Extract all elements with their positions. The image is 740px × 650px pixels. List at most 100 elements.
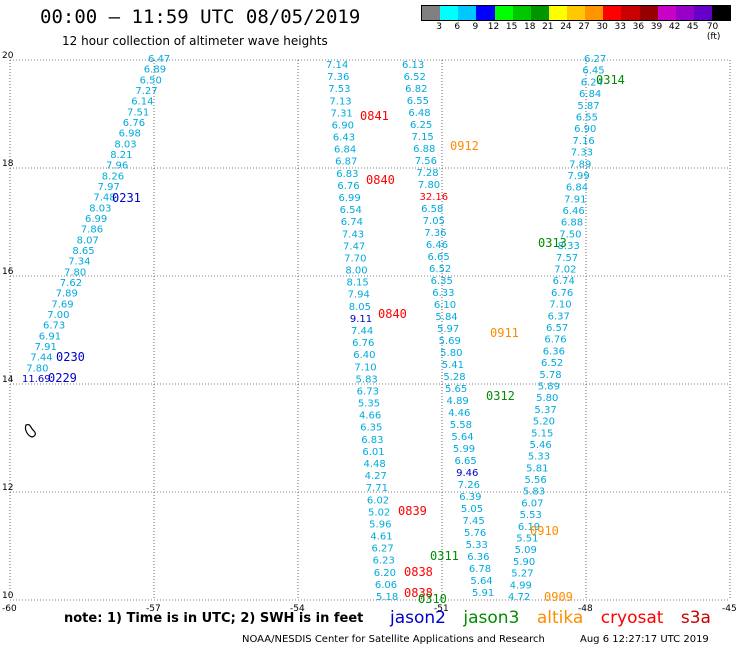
pass-time-tag: 0312	[486, 389, 515, 403]
wave-height-value: 5.46	[529, 440, 551, 451]
wave-height-value: 6.83	[361, 435, 383, 446]
wave-height-value: 5.51	[516, 534, 538, 545]
wave-height-value: 9.11	[350, 314, 372, 325]
wave-height-value: 5.41	[442, 360, 464, 371]
wave-height-value: 5.35	[358, 399, 380, 410]
wave-height-value: 7.44	[351, 326, 373, 337]
y-tick-label: 14	[2, 375, 14, 385]
footer-date: Aug 6 12:27:17 UTC 2019	[580, 634, 709, 645]
wave-height-value: 6.89	[144, 65, 166, 76]
wave-height-value: 6.24	[581, 77, 603, 88]
colorbar-label: 6	[454, 22, 461, 32]
wave-height-value: 6.25	[410, 120, 432, 131]
wave-height-value: 5.90	[513, 557, 535, 568]
wave-height-value: 7.56	[415, 156, 437, 167]
wave-height-value: 6.55	[576, 112, 598, 123]
wave-height-value: 9.46	[456, 468, 478, 479]
wave-height-value: 7.15	[412, 132, 434, 143]
wave-height-value: 5.89	[538, 381, 560, 392]
x-tick-label: -60	[2, 604, 17, 614]
wave-height-value: 7.02	[554, 265, 576, 276]
wave-height-value: 6.76	[123, 118, 145, 129]
wave-height-value: 6.36	[543, 346, 565, 357]
colorbar-label: 30	[596, 22, 608, 32]
colorbar-label: 9	[472, 22, 479, 32]
wave-height-value: 8.03	[89, 203, 111, 214]
wave-height-value: 5.28	[443, 372, 465, 383]
wave-height-value: 7.45	[462, 516, 484, 527]
x-tick-label: -54	[290, 604, 305, 614]
wave-height-value: 6.88	[413, 144, 435, 155]
legend-altika: altika	[536, 608, 584, 628]
wave-height-value: 6.84	[566, 183, 588, 194]
wave-height-value: 7.80	[64, 267, 86, 278]
wave-height-value: 5.83	[523, 487, 545, 498]
wave-height-value: 5.83	[356, 374, 378, 385]
wave-height-value: 6.54	[340, 205, 362, 216]
wave-height-value: 5.81	[526, 463, 548, 474]
pass-time-tag: 0838	[404, 586, 433, 600]
wave-height-value: 6.27	[584, 54, 606, 65]
wave-height-value: 8.65	[72, 246, 94, 257]
wave-height-value: 5.02	[368, 507, 390, 518]
map-title: 00:00 – 11:59 UTC 08/05/2019	[40, 6, 361, 28]
wave-height-value: 7.51	[127, 107, 149, 118]
wave-height-value: 5.18	[376, 592, 398, 603]
wave-height-value: 7.97	[98, 182, 120, 193]
pass-time-tag: 0911	[490, 326, 519, 340]
wave-height-value: 6.76	[337, 181, 359, 192]
wave-height-value: 7.34	[68, 257, 90, 268]
wave-height-value: 5.33	[528, 452, 550, 463]
colorbar-labels: 3 6 9 12 15 18 21 24 27 30 33 36 39 42 45 70 (ft)	[421, 22, 737, 42]
wave-height-value: 5.65	[445, 384, 467, 395]
island-shape	[24, 423, 36, 438]
wave-height-value: 7.86	[81, 225, 103, 236]
colorbar-label: 70 (ft)	[706, 22, 721, 42]
wave-height-value: 7.91	[35, 342, 57, 353]
wave-height-value: 6.57	[546, 323, 568, 334]
wave-height-value: 5.27	[511, 569, 533, 580]
colorbar-label: 33	[614, 22, 627, 32]
wave-height-value: 6.37	[548, 311, 570, 322]
wave-height-value: 4.46	[448, 408, 470, 419]
wave-height-value: 7.10	[549, 300, 571, 311]
satellite-legend: jason2 jason3 altika cryosat s3a	[390, 608, 723, 628]
wave-height-value: 7.27	[135, 86, 157, 97]
wave-height-value: 6.73	[43, 321, 65, 332]
colorbar-label: 24	[560, 22, 572, 32]
pass-time-tag: 0910	[530, 524, 559, 538]
map-grid	[9, 59, 731, 601]
legend-jason2: jason2	[390, 608, 446, 628]
wave-height-value: 7.57	[556, 253, 578, 264]
legend-s3a: s3a	[680, 608, 711, 628]
wave-height-value: 6.48	[408, 108, 430, 119]
axis-labels: -60 -57 -54 -51 -48 -45 20 18 16 14 12 10	[2, 51, 737, 614]
wave-height-value: 8.21	[110, 150, 132, 161]
map-subtitle: 12 hour collection of altimeter wave hei…	[62, 34, 328, 48]
wave-height-value: 6.74	[341, 217, 363, 228]
pass-time-tag: 0912	[450, 139, 479, 153]
wave-height-value: 6.01	[362, 447, 384, 458]
wave-height-value: 7.89	[56, 289, 78, 300]
wave-height-value: 11.69	[22, 374, 51, 385]
footer-credit: NOAA/NESDIS Center for Satellite Applica…	[242, 634, 545, 645]
wave-height-value: 6.88	[561, 218, 583, 229]
pass-time-tag: 0840	[366, 173, 395, 187]
x-tick-label: -48	[578, 604, 593, 614]
pass-time-tag: 0230	[56, 350, 85, 364]
pass-time-tag: 0840	[378, 307, 407, 321]
pass-tags: 0314 0841 0912 0231 0840 0313 0840 0911 0230 0229…	[48, 73, 625, 606]
wave-height-value: 7.28	[416, 168, 438, 179]
wave-height-value: 5.64	[470, 576, 492, 587]
wave-height-value: 7.71	[366, 483, 388, 494]
wave-height-value: 5.53	[520, 510, 542, 521]
wave-height-value: 6.50	[140, 75, 162, 86]
wave-height-value: 7.33	[571, 148, 593, 159]
pass-time-tag: 0314	[596, 73, 625, 87]
wave-height-value: 7.36	[424, 228, 446, 239]
wave-height-value: 6.35	[431, 276, 453, 287]
pass-time-tag: 0313	[538, 236, 567, 250]
pass-time-tag: 0229	[48, 371, 77, 385]
wave-height-value: 7.91	[564, 194, 586, 205]
